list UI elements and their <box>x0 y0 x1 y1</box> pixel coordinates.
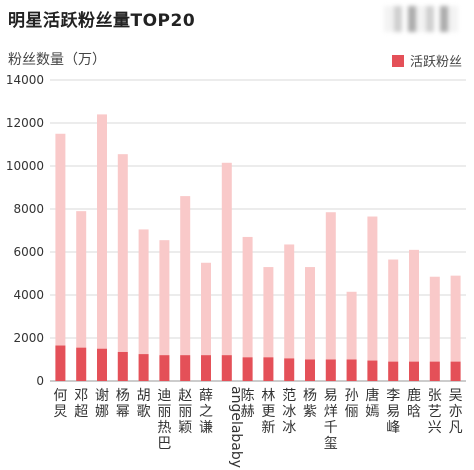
x-tick-label: 杨幂 <box>116 388 130 420</box>
y-tick-label: 10000 <box>6 159 44 173</box>
x-tick-label: 胡歌 <box>137 388 151 420</box>
bar-total <box>263 267 274 381</box>
bar-active <box>284 358 295 381</box>
bar-total <box>76 211 87 381</box>
bar-active <box>242 357 253 381</box>
bar-total <box>180 196 191 381</box>
x-tick-label: 薛之谦 <box>199 388 213 436</box>
bar-total <box>450 275 461 381</box>
y-tick-label: 0 <box>36 374 44 388</box>
bar-total <box>388 259 399 381</box>
chart-title: 明星活跃粉丝量TOP20 <box>8 11 196 31</box>
y-tick-label: 6000 <box>13 245 44 259</box>
x-tick-label: 谢娜 <box>95 388 109 420</box>
bar-total <box>201 262 211 381</box>
x-tick-label: 孙俪 <box>345 388 359 420</box>
x-tick-label: 杨紫 <box>303 388 317 420</box>
bar-active <box>388 361 399 381</box>
x-tick-label: 李易峰 <box>386 388 400 436</box>
bar-active <box>117 351 128 381</box>
bar-active <box>409 361 419 381</box>
bar-total <box>325 212 336 381</box>
y-tick-label: 2000 <box>13 331 44 345</box>
x-tick-label: 邓超 <box>74 388 88 420</box>
bar-active <box>97 348 107 381</box>
x-tick-label: 吴亦凡 <box>449 388 463 436</box>
bar-active <box>450 361 461 381</box>
bar-active <box>367 360 378 381</box>
x-tick-label: 张艺兴 <box>428 388 442 436</box>
legend: 活跃粉丝 <box>391 51 462 70</box>
bar-active <box>138 354 149 381</box>
x-tick-label: angelababy <box>228 386 244 468</box>
bar-total <box>305 267 315 381</box>
y-tick-label: 14000 <box>6 73 44 87</box>
x-tick-label: 唐嫣 <box>365 387 379 420</box>
bar-total <box>367 216 378 381</box>
legend-swatch-active <box>391 54 404 67</box>
bar-total <box>97 114 107 382</box>
bar-active <box>305 359 315 381</box>
x-tick-label: 范冰冰 <box>282 387 296 436</box>
bar-active <box>346 359 357 381</box>
y-tick-label: 8000 <box>13 202 44 216</box>
x-tick-label: 易烊千玺 <box>324 388 338 452</box>
bar-active <box>55 345 66 381</box>
x-tick-label: 林更新 <box>261 388 275 436</box>
bar-total <box>117 154 128 381</box>
bar-active <box>180 355 191 381</box>
bar-total <box>242 236 253 381</box>
y-tick-label: 12000 <box>6 116 44 130</box>
x-tick-label: 迪丽热巴 <box>157 388 171 452</box>
blurred-watermark <box>384 6 458 32</box>
x-tick-label: 何炅 <box>53 388 67 420</box>
bar-total <box>429 276 440 381</box>
x-tick-label: 赵丽颖 <box>178 388 192 436</box>
bar-total <box>55 133 66 381</box>
bar-active <box>201 355 211 381</box>
bar-active <box>221 355 232 381</box>
bar-active <box>159 355 170 381</box>
bar-total <box>221 162 232 381</box>
x-tick-label: 陈赫 <box>241 387 255 420</box>
y-tick-label: 4000 <box>13 288 44 302</box>
bar-total <box>409 249 419 381</box>
bar-total <box>284 244 295 381</box>
x-tick-label: 鹿晗 <box>407 387 421 420</box>
bar-total <box>159 240 170 381</box>
bar-total <box>346 291 357 381</box>
legend-label-active: 活跃粉丝 <box>409 55 462 70</box>
bar-active <box>263 357 274 381</box>
y-axis-label: 粉丝数量（万） <box>8 52 106 68</box>
bar-total <box>138 229 149 381</box>
bar-active <box>429 361 440 381</box>
bar-active <box>325 359 336 381</box>
bar-active <box>76 347 87 381</box>
